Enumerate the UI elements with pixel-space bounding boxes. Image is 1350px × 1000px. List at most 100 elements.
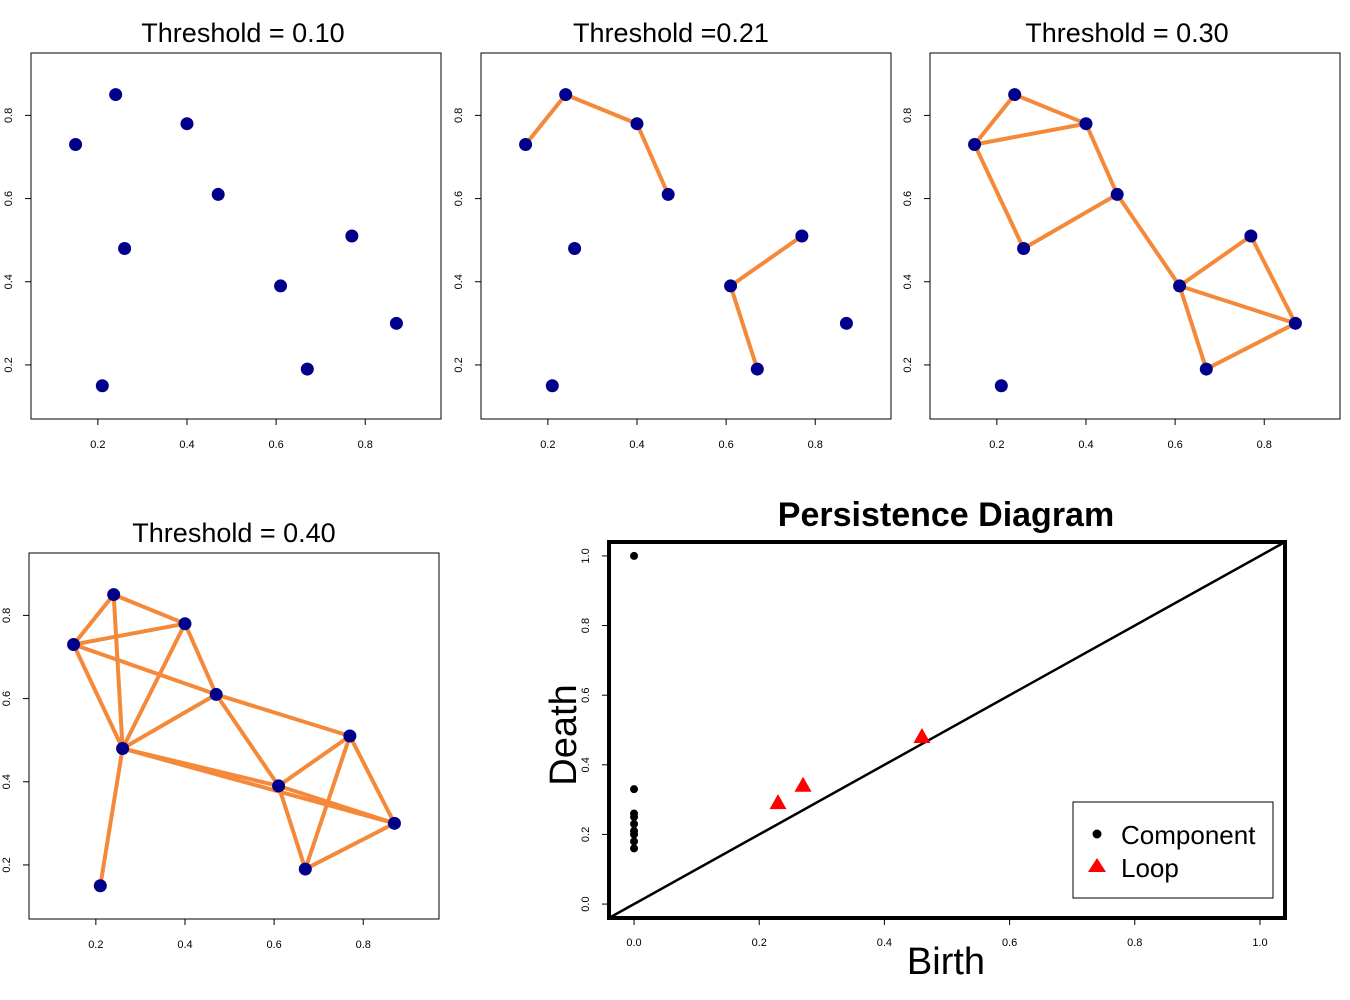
legend-loop-label: Loop [1121,853,1179,883]
edges [71,592,397,888]
y-tick-label: 0.2 [3,357,15,372]
panel-title: Threshold =0.21 [573,18,769,48]
edge [276,783,308,872]
y-tick-label: 0.4 [453,274,465,289]
data-point [387,816,401,830]
y-tick-label: 0.2 [1,857,13,872]
y-tick-label: 0.4 [902,274,914,289]
component-point [630,830,639,839]
ticks: 0.2 0.4 0.6 0.8 0.2 0.4 0.6 0.8 [3,108,373,451]
data-point [1008,88,1022,102]
data-point [1110,187,1124,201]
plot-frame [30,52,442,420]
data-point [116,741,130,755]
edge [347,734,397,826]
edge [182,621,219,697]
ticks: 0.2 0.4 0.6 0.8 0.2 0.4 0.6 0.8 [453,108,823,451]
data-point [1173,279,1187,293]
component-point [630,551,639,560]
edge [523,92,568,147]
data-point [67,638,81,651]
edge [303,734,352,872]
plot-frame [607,540,1287,920]
component-point [630,837,639,846]
ticks: 0.0 0.2 0.4 0.6 0.8 1.0 0.0 0.2 0.4 0.6 0.8 1.0 [580,548,1268,949]
data-point [1199,362,1213,376]
y-tick-label: 0.0 [580,896,592,911]
y-tick-label: 0.6 [902,191,914,206]
data-point [559,88,573,102]
panel-threshold-021: Threshold =0.21 0.2 0.4 0.6 0.8 0.2 0.4 0.6 0.8 [453,18,892,451]
legend-component-marker [1092,829,1102,839]
data-point [389,316,403,330]
component-point [630,820,639,828]
edge [98,746,125,888]
x-tick-label: 0.2 [540,439,555,451]
points [67,588,401,893]
data-point [1244,229,1258,243]
y-tick-label: 1.0 [580,548,592,563]
data-point [968,138,982,151]
data-point [519,138,533,151]
edge [71,642,219,697]
component-point [630,844,639,853]
loop-point [913,727,931,743]
panel-threshold-030: Threshold = 0.30 0.2 0.4 0.6 0.80.20.40.60.… [902,18,1341,451]
edge [120,621,187,751]
x-tick-label: 0.2 [88,939,103,951]
plot-frame [480,52,892,420]
data-point [272,779,286,793]
edge [303,821,397,872]
persistence-diagram: Persistence Diagram 0.0 0.2 0.4 0.6 0.8 1.00.… [543,496,1287,983]
data-point [178,617,192,631]
data-point [109,88,123,102]
legend-box [1072,801,1274,899]
y-tick-label: 0.6 [1,691,13,706]
edge [276,734,352,788]
x-tick-label: 0.4 [629,439,644,451]
y-tick-label: 0.8 [902,108,914,123]
x-tick-label: 0.2 [989,439,1004,451]
y-tick-label: 0.4 [3,274,15,289]
y-tick-label: 0.8 [1,608,13,623]
edge [71,592,116,647]
data-point [93,879,107,893]
y-tick-label: 0.2 [902,357,914,372]
edges [972,92,1298,372]
x-tick-label: 0.8 [358,439,373,451]
panel-threshold-010: Threshold = 0.10 0.2 0.4 0.6 0.80.20.40.60.… [3,18,442,451]
y-tick-label: 0.2 [453,357,465,372]
data-point [345,229,359,243]
x-tick-label: 0.4 [1078,439,1093,451]
panel-title: Threshold = 0.10 [141,18,344,48]
edge [972,121,1088,147]
ticks: 0.2 0.4 0.6 0.8 0.2 0.4 0.6 0.8 [1,608,371,951]
data-point [839,316,853,330]
component-point [630,785,639,794]
x-tick-label: 0.6 [266,939,281,951]
panel-title: Threshold = 0.40 [132,518,335,548]
data-point [209,687,223,701]
data-point [95,379,109,393]
x-tick-label: 0.6 [268,439,283,451]
diagonal-line [608,540,1286,920]
x-tick-label: 0.0 [626,937,641,949]
edge [1115,192,1182,288]
edge [1177,234,1253,288]
component-point [630,813,639,822]
data-point [630,117,644,131]
edge [111,592,187,626]
edge [214,692,281,788]
y-tick-label: 0.6 [580,688,592,703]
edges [523,92,804,372]
ticks: 0.2 0.4 0.6 0.8 0.2 0.4 0.6 0.8 [902,108,1272,451]
x-tick-label: 0.6 [718,439,733,451]
edge [71,642,125,751]
edge [972,92,1017,147]
data-point [1288,316,1302,330]
y-tick-label: 0.2 [580,827,592,842]
panel-title: Threshold = 0.30 [1025,18,1228,48]
edge [71,621,187,647]
x-tick-label: 0.8 [808,439,823,451]
